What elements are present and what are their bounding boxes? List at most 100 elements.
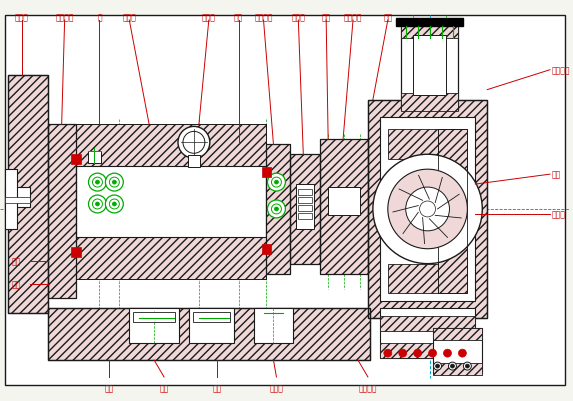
- Bar: [129, 309, 179, 343]
- Bar: [368, 100, 487, 318]
- Bar: [266, 145, 291, 274]
- Bar: [433, 363, 482, 375]
- Circle shape: [109, 178, 119, 188]
- Circle shape: [449, 362, 457, 370]
- Bar: [70, 247, 81, 257]
- Circle shape: [450, 364, 454, 368]
- Bar: [5, 188, 30, 207]
- Bar: [433, 328, 482, 373]
- Text: 油封: 油封: [12, 257, 21, 265]
- Circle shape: [268, 174, 285, 192]
- Text: D: D: [143, 195, 166, 223]
- Circle shape: [406, 188, 449, 231]
- Bar: [5, 209, 17, 229]
- Circle shape: [435, 364, 439, 368]
- Circle shape: [414, 349, 422, 357]
- Text: 轴承: 轴承: [12, 279, 21, 288]
- Bar: [380, 118, 476, 302]
- Circle shape: [88, 196, 107, 213]
- Bar: [296, 184, 314, 229]
- Text: 叶轮: 叶轮: [552, 170, 561, 179]
- Bar: [438, 130, 468, 294]
- Circle shape: [88, 174, 107, 192]
- Bar: [433, 328, 482, 340]
- Circle shape: [105, 196, 123, 213]
- Text: 护板: 护板: [383, 13, 393, 22]
- Circle shape: [272, 205, 281, 215]
- Text: 挡水盖: 挡水盖: [292, 13, 305, 22]
- Text: 副叶轮: 副叶轮: [552, 210, 566, 219]
- Text: 油封: 油封: [212, 383, 221, 392]
- Bar: [261, 168, 272, 178]
- Text: 轴承体: 轴承体: [202, 13, 216, 22]
- Bar: [320, 140, 368, 274]
- Circle shape: [96, 203, 100, 207]
- Text: 轴承后盖: 轴承后盖: [56, 13, 74, 22]
- Circle shape: [465, 364, 469, 368]
- Bar: [48, 309, 370, 360]
- Bar: [70, 155, 81, 165]
- Bar: [380, 309, 476, 358]
- Bar: [438, 130, 468, 294]
- Circle shape: [109, 200, 119, 209]
- Circle shape: [434, 362, 442, 370]
- Bar: [380, 343, 476, 358]
- Circle shape: [112, 181, 116, 184]
- Bar: [76, 237, 266, 279]
- Bar: [76, 125, 266, 167]
- Text: 轴: 轴: [97, 13, 102, 22]
- Bar: [388, 130, 457, 160]
- Bar: [299, 205, 312, 211]
- Bar: [266, 145, 291, 274]
- Text: 轴承: 轴承: [234, 13, 244, 22]
- Circle shape: [268, 200, 285, 219]
- Circle shape: [92, 200, 103, 209]
- Bar: [5, 170, 17, 229]
- Bar: [299, 190, 312, 196]
- Text: 生产厂家供应商，全国免费上门服务: 生产厂家供应商，全国免费上门服务: [245, 215, 331, 224]
- Bar: [48, 309, 370, 360]
- Text: 机轴器: 机轴器: [15, 13, 29, 22]
- Circle shape: [458, 349, 466, 357]
- Text: 紧固组件: 紧固组件: [359, 383, 377, 392]
- Bar: [299, 213, 312, 219]
- Bar: [396, 19, 464, 27]
- Text: 气孔盖: 气孔盖: [122, 13, 136, 22]
- Bar: [291, 155, 320, 264]
- Bar: [5, 170, 17, 190]
- Circle shape: [373, 155, 482, 264]
- Circle shape: [272, 178, 281, 188]
- Text: 油筒: 油筒: [159, 383, 168, 392]
- Bar: [76, 125, 266, 167]
- Circle shape: [178, 127, 210, 159]
- Circle shape: [274, 181, 278, 184]
- Circle shape: [96, 181, 100, 184]
- Bar: [76, 237, 266, 279]
- Bar: [401, 21, 458, 39]
- Bar: [299, 198, 312, 203]
- Circle shape: [92, 178, 103, 188]
- Text: 断锁环: 断锁环: [269, 383, 284, 392]
- Bar: [401, 21, 458, 110]
- Circle shape: [464, 362, 472, 370]
- Circle shape: [399, 349, 407, 357]
- Circle shape: [105, 174, 123, 192]
- Bar: [5, 198, 30, 203]
- Bar: [368, 100, 487, 318]
- Bar: [388, 264, 457, 294]
- Bar: [76, 167, 266, 237]
- Circle shape: [112, 203, 116, 207]
- Bar: [328, 188, 360, 215]
- Bar: [48, 125, 76, 299]
- Bar: [193, 313, 230, 322]
- Circle shape: [384, 349, 392, 357]
- Text: 渣浆泵厂、压滤机泵、液下渣浆泵、泥浆泵、砖砂泵: 渣浆泵厂、压滤机泵、液下渣浆泵、泥浆泵、砖砂泵: [226, 195, 350, 204]
- Bar: [189, 309, 234, 343]
- Bar: [413, 36, 446, 95]
- Bar: [48, 125, 76, 299]
- Bar: [8, 75, 48, 314]
- Bar: [380, 316, 476, 332]
- Circle shape: [183, 132, 205, 154]
- Bar: [401, 93, 458, 111]
- Bar: [134, 313, 175, 322]
